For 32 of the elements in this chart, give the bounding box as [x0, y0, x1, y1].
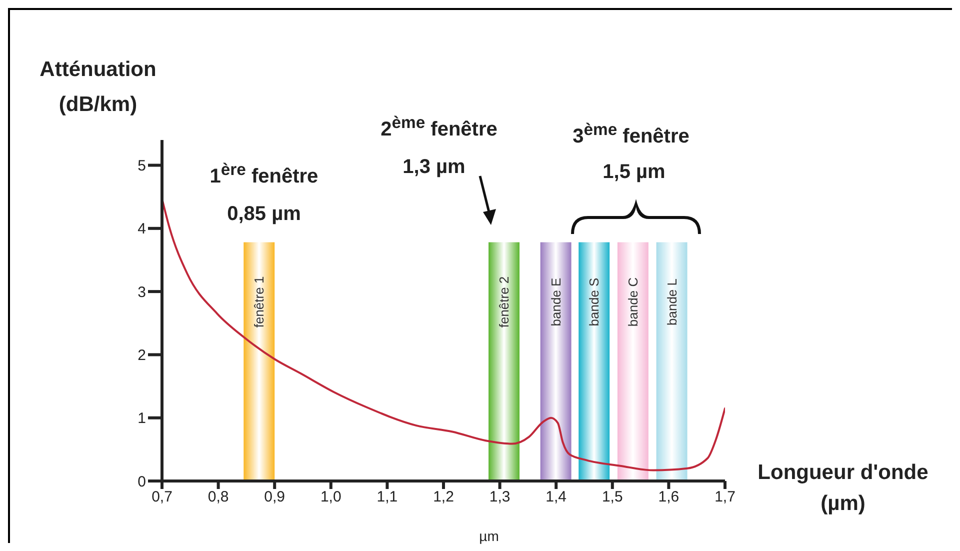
y-tick-label: 1	[138, 410, 146, 428]
x-tick-label: 0,7	[152, 488, 172, 506]
annotation: 0,85 µm	[226, 203, 302, 226]
y-axis-title: Atténuation (dB/km)	[38, 57, 158, 118]
annotation: 1,5 µm	[602, 161, 666, 184]
x-tick-label: 1,7	[714, 488, 736, 506]
y-tick-label: 4	[138, 220, 146, 238]
band-label: bande L	[664, 278, 680, 326]
x-tick-label: 1,2	[433, 488, 454, 506]
annotation: 3$^{ème}$ fenêtre	[572, 120, 690, 149]
x-tick-label: 0,9	[264, 488, 286, 506]
band-label: bande E	[548, 277, 564, 326]
annotation: 2$^{ème}$ fenêtre	[380, 113, 498, 142]
band-label: bande C	[625, 277, 640, 327]
x-tick-label: 1,3	[489, 488, 510, 506]
x-tick-label: 0,8	[208, 488, 229, 506]
band-label: fenêtre 1	[252, 276, 267, 328]
x-tick-label: 1,1	[376, 488, 398, 506]
y-tick-label: 3	[138, 284, 146, 301]
y-tick-label: 2	[138, 347, 146, 364]
band-label: bande S	[586, 277, 602, 326]
annotation: 1,3 µm	[402, 156, 466, 179]
y-tick-label: 5	[138, 158, 146, 175]
y-tick-label: 0	[138, 473, 146, 490]
x-tick-label: 1,0	[320, 488, 342, 506]
x-axis-title: Longueur d'onde (µm)	[756, 460, 930, 517]
annotation: 1$^{ère}$ fenêtre	[208, 160, 320, 189]
x-tick-label: 1,4	[546, 488, 567, 506]
text: µm	[478, 528, 500, 544]
x-tick-label: 1,6	[658, 488, 680, 506]
band-label: fenêtre 2	[496, 276, 512, 328]
x-tick-label: 1,5	[602, 488, 623, 506]
